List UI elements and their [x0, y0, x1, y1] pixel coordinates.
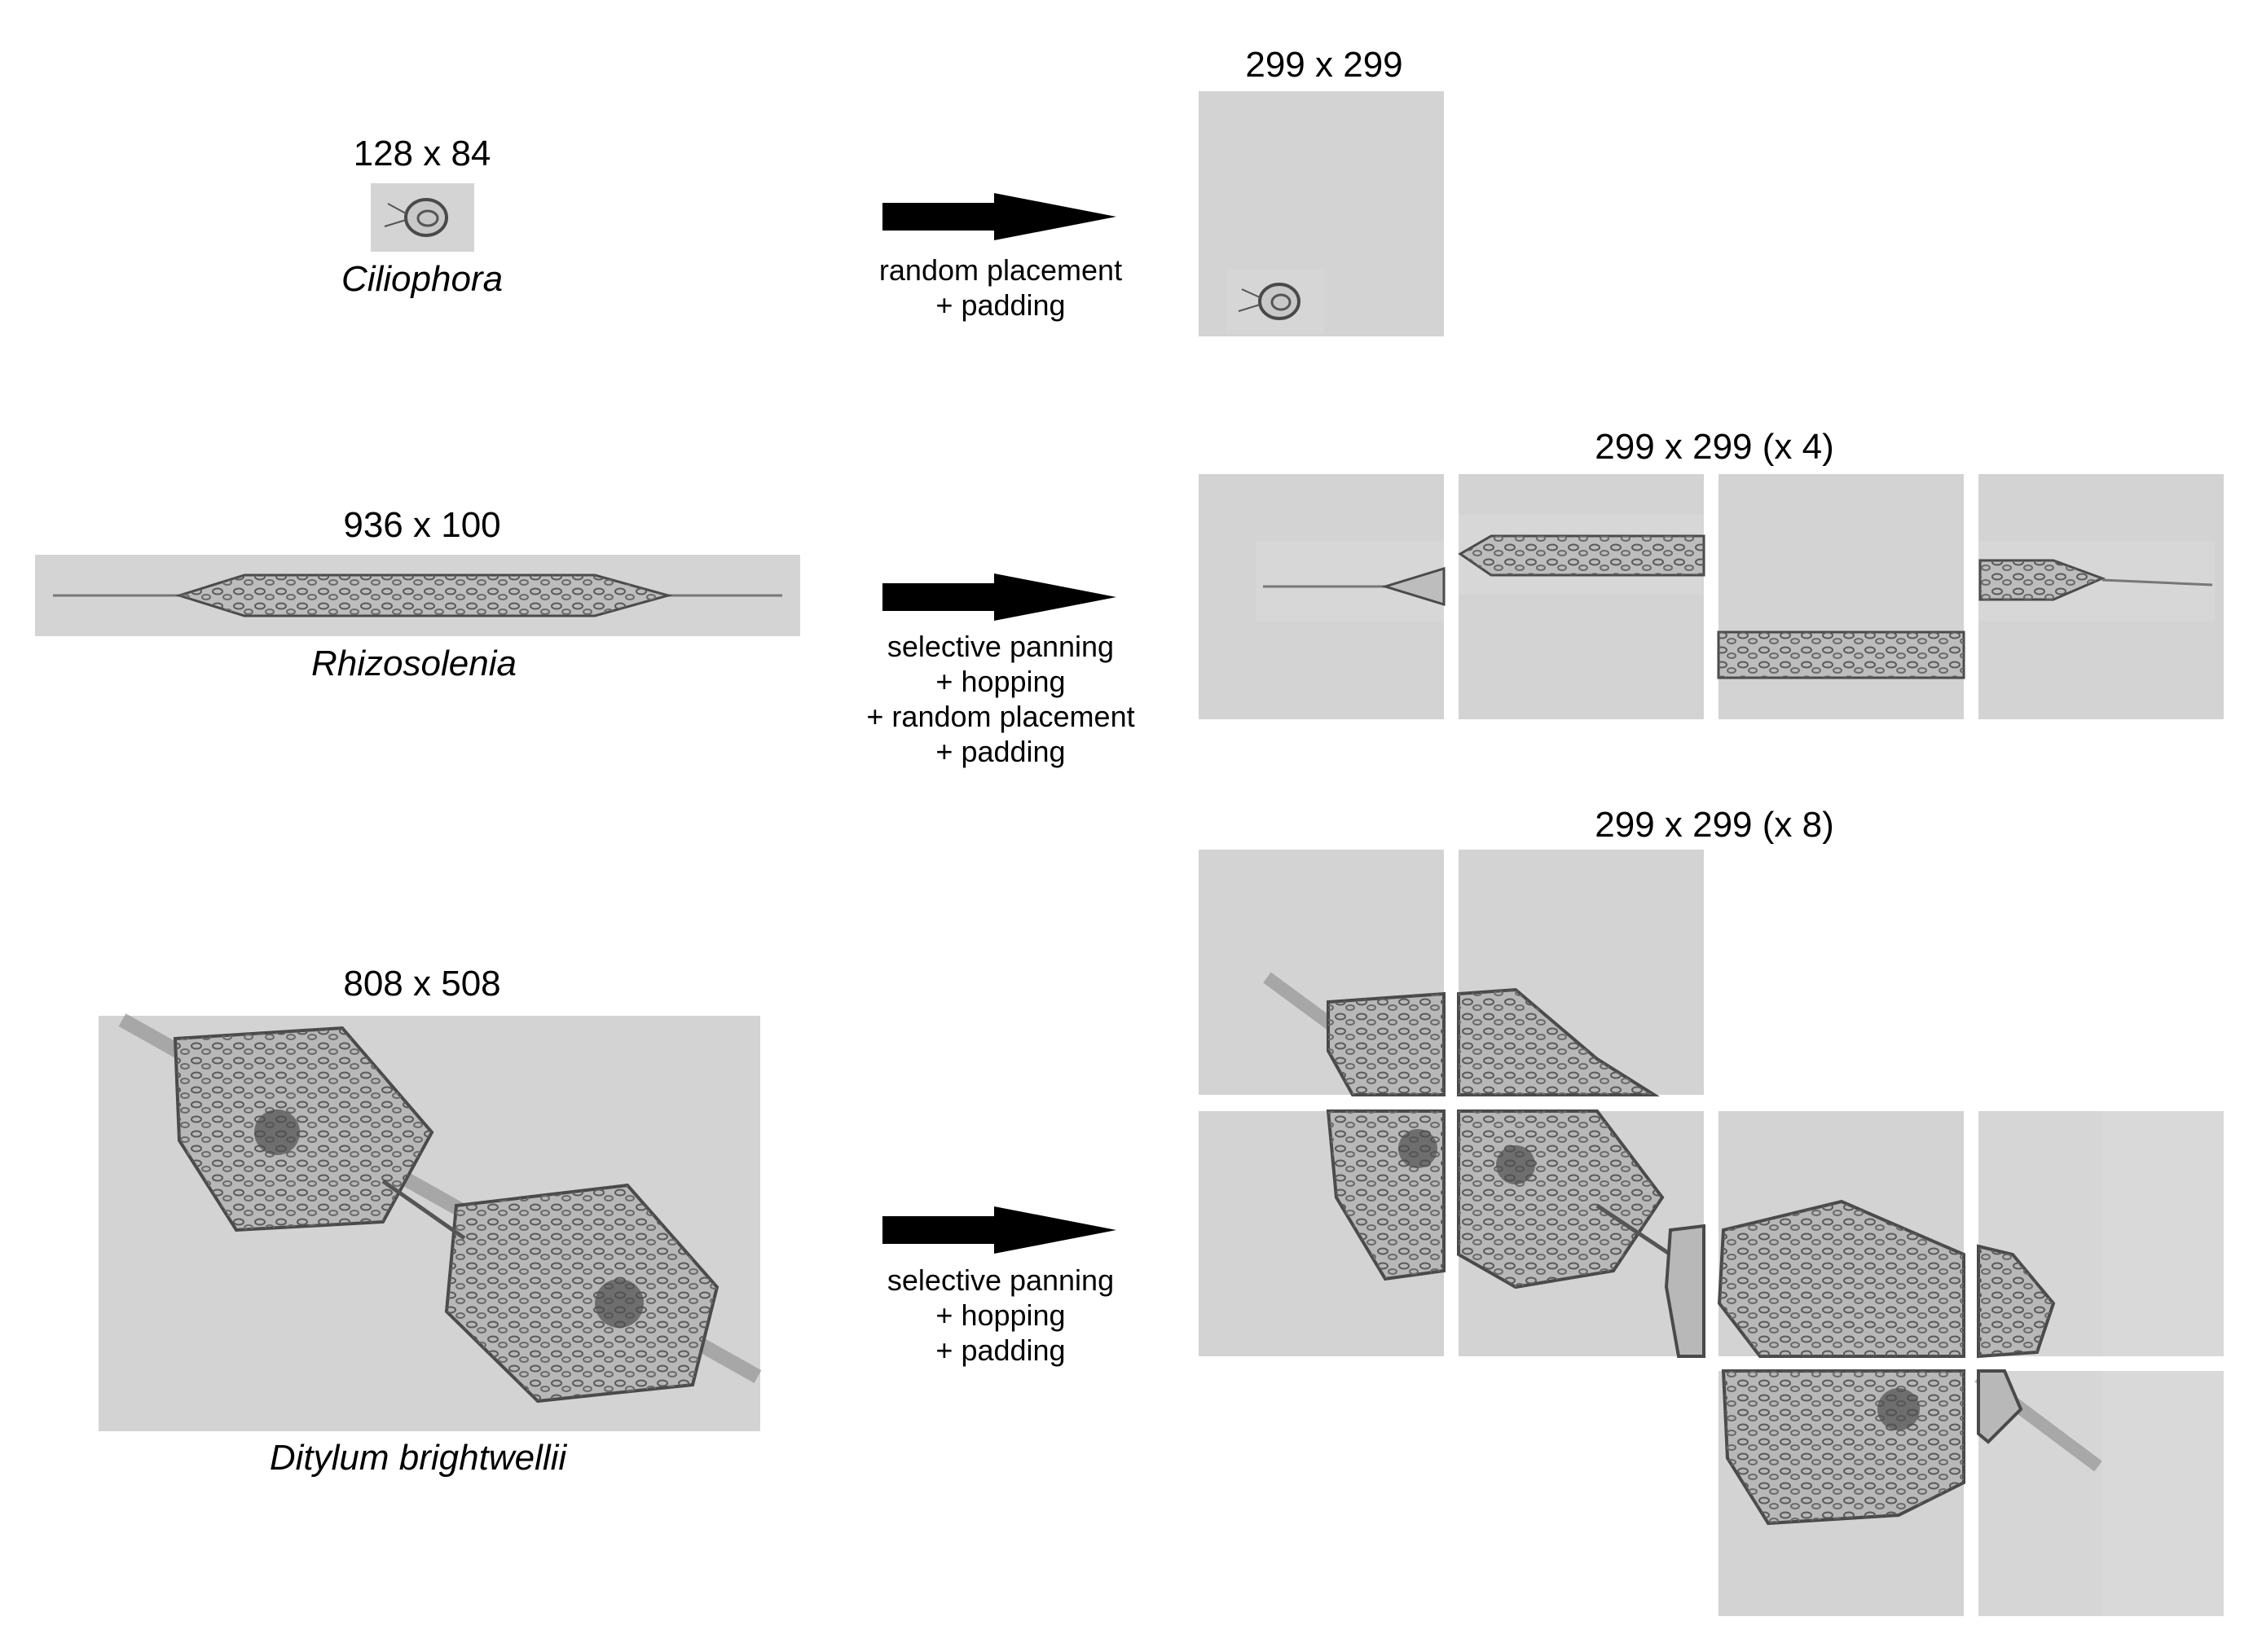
- source-size-label-1: 128 x 84: [353, 134, 491, 174]
- output-size-label-3: 299 x 299 (x 8): [1595, 805, 1834, 845]
- source-size-label-2: 936 x 100: [343, 505, 501, 545]
- rhizosolenia-output-tile-3: [1717, 474, 1965, 719]
- source-size-label-3: 808 x 508: [343, 964, 501, 1004]
- process-line: + padding: [935, 735, 1066, 768]
- process-line: random placement: [878, 253, 1123, 287]
- process-line: + hopping: [935, 665, 1066, 698]
- arrow-row-1: [882, 193, 1116, 240]
- process-line: + hopping: [935, 1298, 1066, 1332]
- taxon-label-3: Ditylum brightwellii: [269, 1438, 567, 1478]
- taxon-label-1: Ciliophora: [341, 259, 504, 299]
- ditylum-output-tile-2: [1457, 850, 1704, 1096]
- ditylum-output-tile-7: [1719, 1369, 1965, 1616]
- process-line: + padding: [935, 1333, 1066, 1367]
- ditylum-output-tile-4: [1457, 1109, 1705, 1358]
- output-size-label-2: 299 x 299 (x 4): [1595, 427, 1834, 467]
- output-size-label-1: 299 x 299: [1245, 45, 1403, 85]
- process-line: + padding: [935, 288, 1066, 322]
- ciliophora-source-image: [371, 183, 474, 252]
- arrow-row-2: [882, 573, 1116, 621]
- process-text-3: selective panning + hopping + padding: [887, 1263, 1114, 1368]
- ditylum-output-tile-6: [1977, 1111, 2224, 1359]
- process-line: + random placement: [866, 700, 1135, 733]
- ditylum-output-tile-1: [1199, 850, 1446, 1096]
- process-line: selective panning: [887, 1263, 1115, 1297]
- ditylum-output-tile-8: [1974, 1369, 2224, 1616]
- rhizosolenia-output-tile-4: [1978, 474, 2224, 719]
- process-text-2: selective panning + hopping + random pla…: [866, 629, 1134, 769]
- arrow-row-3: [882, 1206, 1116, 1254]
- ditylum-source-image: [99, 1013, 762, 1431]
- rhizosolenia-source-image: [35, 555, 800, 636]
- rhizosolenia-output-tile-2: [1458, 474, 1705, 719]
- rhizosolenia-output-tile-1: [1199, 474, 1446, 719]
- ciliophora-output-tile: [1199, 91, 1444, 336]
- process-line: selective panning: [887, 630, 1115, 663]
- ditylum-output-tile-5: [1717, 1111, 1965, 1358]
- taxon-label-2: Rhizosolenia: [311, 644, 517, 683]
- ditylum-output-tile-3: [1199, 1109, 1446, 1356]
- process-text-1: random placement + padding: [879, 253, 1122, 323]
